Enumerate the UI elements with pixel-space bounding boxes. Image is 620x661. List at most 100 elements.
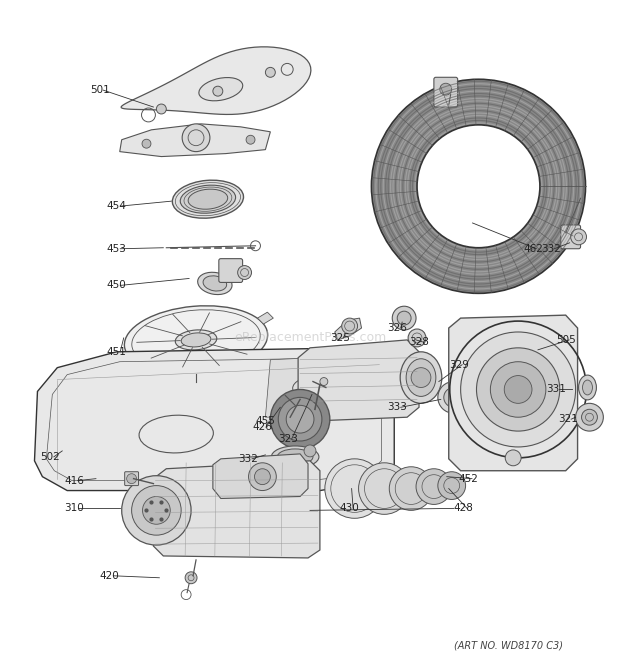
Ellipse shape (188, 189, 228, 210)
Text: 323: 323 (278, 434, 298, 444)
Text: 321: 321 (558, 414, 578, 424)
Text: 420: 420 (100, 571, 120, 581)
Text: 332: 332 (541, 244, 560, 254)
Ellipse shape (203, 276, 227, 291)
Text: 328: 328 (409, 337, 429, 347)
Ellipse shape (277, 449, 313, 465)
Circle shape (310, 405, 320, 414)
Circle shape (444, 387, 464, 407)
Text: 428: 428 (454, 504, 474, 514)
Text: 455: 455 (255, 416, 275, 426)
Polygon shape (35, 348, 394, 490)
FancyBboxPatch shape (219, 258, 242, 282)
Circle shape (278, 397, 322, 441)
Circle shape (419, 127, 538, 246)
Text: 501: 501 (90, 85, 110, 95)
Circle shape (320, 377, 328, 385)
Circle shape (143, 496, 170, 524)
Circle shape (213, 86, 223, 96)
Circle shape (286, 405, 314, 433)
Circle shape (185, 572, 197, 584)
Text: eReplacementParts.com: eReplacementParts.com (234, 331, 386, 344)
Circle shape (182, 124, 210, 151)
FancyBboxPatch shape (434, 77, 458, 107)
Ellipse shape (181, 333, 211, 347)
Circle shape (411, 368, 431, 387)
Circle shape (246, 136, 255, 144)
Text: 454: 454 (107, 201, 126, 211)
Circle shape (575, 403, 603, 431)
Ellipse shape (180, 185, 236, 214)
Text: 426: 426 (252, 422, 272, 432)
Text: 452: 452 (459, 474, 479, 484)
Text: (ART NO. WD8170 C3): (ART NO. WD8170 C3) (454, 640, 563, 650)
Circle shape (270, 389, 330, 449)
Circle shape (440, 83, 452, 95)
Circle shape (438, 381, 469, 413)
Circle shape (156, 104, 166, 114)
Polygon shape (153, 461, 320, 558)
Circle shape (122, 476, 191, 545)
Circle shape (570, 229, 587, 245)
Polygon shape (298, 340, 419, 421)
Text: 333: 333 (388, 403, 407, 412)
Ellipse shape (125, 306, 268, 374)
Circle shape (249, 463, 277, 490)
Circle shape (504, 375, 532, 403)
Ellipse shape (400, 352, 442, 403)
Text: 430: 430 (340, 504, 360, 514)
FancyBboxPatch shape (125, 472, 138, 486)
Circle shape (389, 467, 433, 510)
Circle shape (461, 332, 575, 447)
Circle shape (304, 445, 316, 457)
Circle shape (342, 318, 358, 334)
Text: 453: 453 (107, 244, 126, 254)
Text: 329: 329 (449, 360, 469, 369)
Circle shape (142, 139, 151, 148)
Polygon shape (257, 312, 273, 324)
Polygon shape (335, 318, 361, 340)
Circle shape (438, 472, 466, 500)
Text: 502: 502 (40, 452, 60, 462)
Text: 462: 462 (523, 244, 543, 254)
Circle shape (265, 67, 275, 77)
Polygon shape (265, 355, 379, 417)
Text: 450: 450 (107, 280, 126, 290)
Text: 310: 310 (64, 504, 84, 514)
Polygon shape (120, 124, 270, 157)
Polygon shape (213, 454, 308, 498)
Text: 325: 325 (330, 333, 350, 343)
Polygon shape (121, 47, 311, 114)
Text: 331: 331 (546, 385, 565, 395)
Circle shape (325, 459, 384, 518)
Circle shape (237, 266, 252, 280)
Text: 451: 451 (107, 347, 126, 357)
Polygon shape (449, 315, 578, 471)
FancyBboxPatch shape (560, 225, 580, 249)
Circle shape (254, 469, 270, 485)
Circle shape (416, 469, 452, 504)
Circle shape (358, 463, 410, 514)
Circle shape (582, 409, 598, 425)
Circle shape (285, 414, 295, 424)
Circle shape (408, 329, 426, 347)
Circle shape (131, 486, 181, 535)
Ellipse shape (578, 375, 596, 400)
Polygon shape (371, 79, 585, 293)
Ellipse shape (272, 446, 319, 468)
Circle shape (490, 362, 546, 417)
Circle shape (392, 306, 416, 330)
Ellipse shape (175, 330, 217, 350)
Circle shape (192, 130, 200, 139)
Text: 505: 505 (556, 335, 575, 345)
Ellipse shape (293, 375, 347, 400)
Ellipse shape (199, 77, 243, 101)
Ellipse shape (172, 180, 244, 218)
Circle shape (477, 348, 560, 431)
Text: 326: 326 (388, 323, 407, 333)
Text: 332: 332 (239, 454, 259, 464)
Text: 416: 416 (64, 476, 84, 486)
Ellipse shape (198, 272, 232, 295)
Circle shape (397, 311, 411, 325)
Circle shape (505, 450, 521, 466)
